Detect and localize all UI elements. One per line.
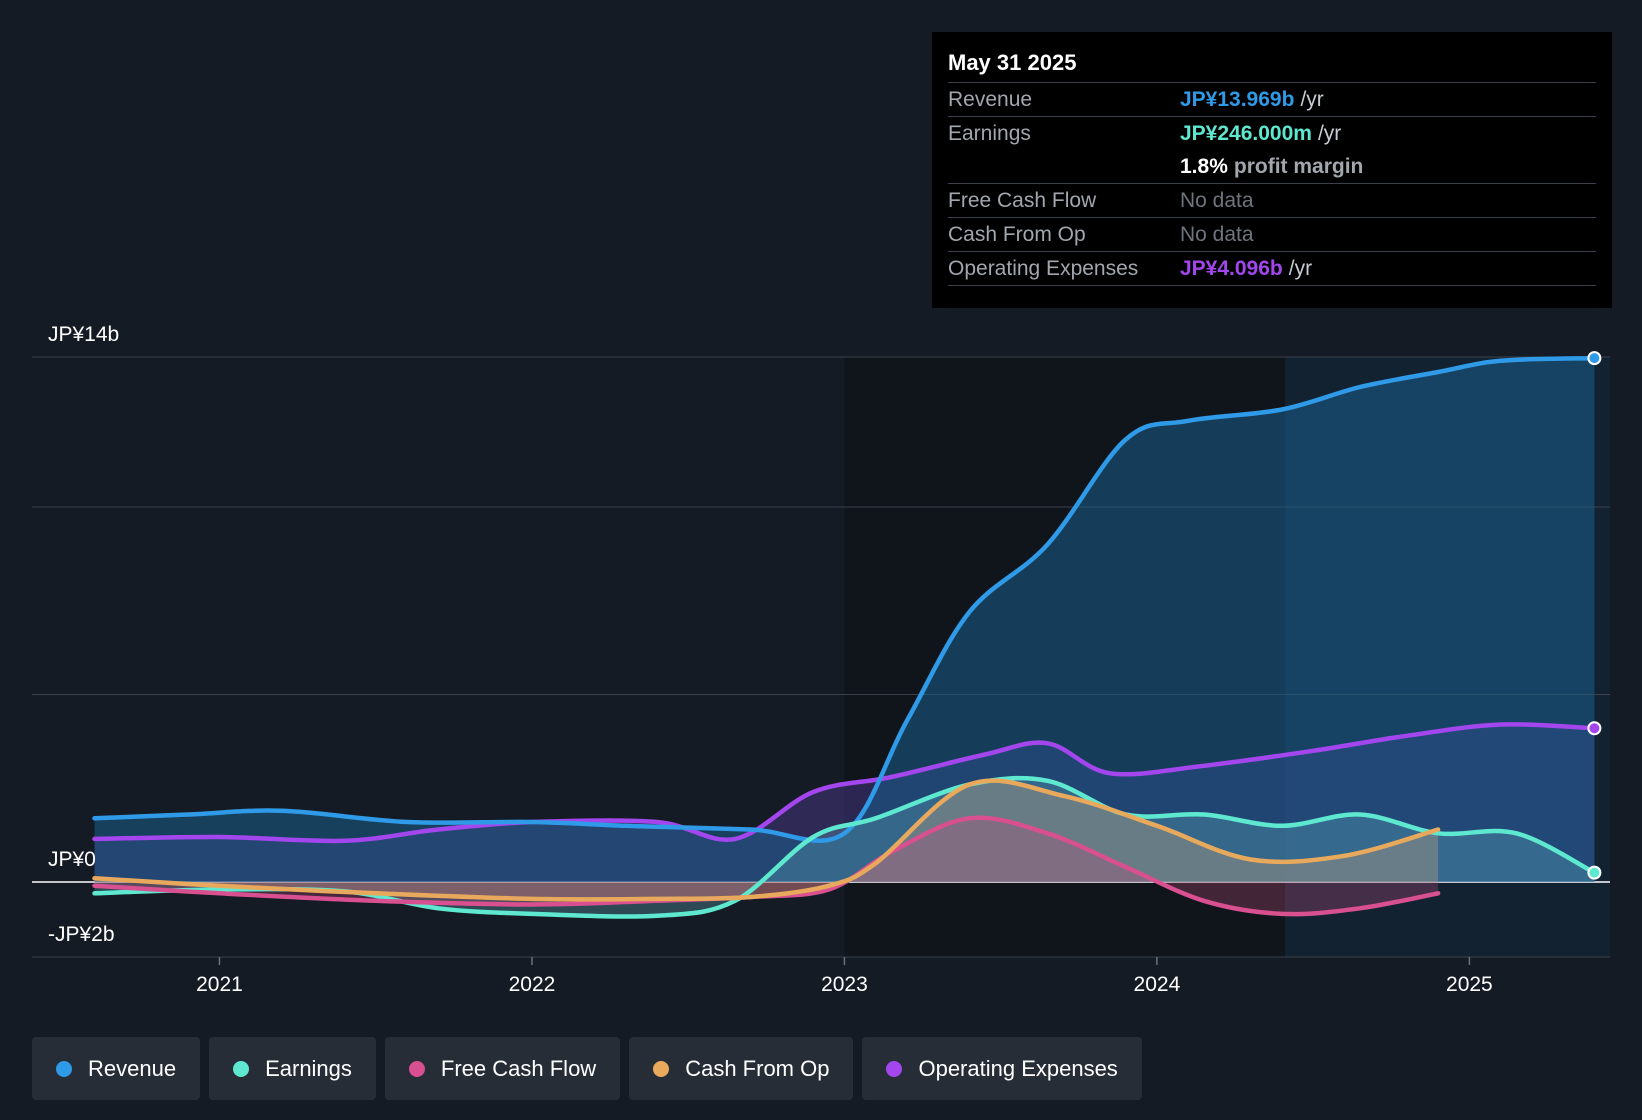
legend-item-earnings[interactable]: Earnings xyxy=(209,1037,376,1100)
tooltip-opex-unit: /yr xyxy=(1288,256,1313,280)
x-tick-label: 2025 xyxy=(1446,973,1493,996)
series-areas xyxy=(94,358,1595,917)
legend: Revenue Earnings Free Cash Flow Cash Fro… xyxy=(32,1037,1142,1100)
tooltip-opex-row: Operating Expenses JP¥4.096b /yr xyxy=(948,252,1596,286)
legend-item-cash-from-op[interactable]: Cash From Op xyxy=(629,1037,854,1100)
tooltip-fcf-label: Free Cash Flow xyxy=(948,188,1097,212)
tooltip-cfo-value: No data xyxy=(1180,222,1254,246)
tooltip-earnings-value: JP¥246.000m xyxy=(1180,121,1312,145)
chart: JP¥14b JP¥0 -JP¥2b 2021 2022 2023 2024 2025 xyxy=(32,323,1610,996)
revenue-end-dot xyxy=(1587,351,1602,366)
tooltip-revenue-unit: /yr xyxy=(1300,87,1324,111)
operating-expenses-dot-icon xyxy=(886,1060,903,1077)
legend-label: Cash From Op xyxy=(685,1055,830,1081)
fcf-area xyxy=(94,817,1439,915)
earnings-end-dot xyxy=(1587,865,1602,880)
tooltip-margin-text: profit margin xyxy=(1233,154,1364,178)
legend-label: Revenue xyxy=(88,1055,177,1081)
tooltip-revenue-label: Revenue xyxy=(948,87,1033,111)
tooltip-fcf-value: No data xyxy=(1180,188,1254,212)
tooltip-revenue-value: JP¥13.969b xyxy=(1180,87,1295,111)
opex-end-dot xyxy=(1587,721,1602,736)
tooltip-earnings-label: Earnings xyxy=(948,121,1031,145)
series-lines xyxy=(92,355,1597,919)
tooltip-cfo-label: Cash From Op xyxy=(948,222,1086,246)
y-axis-label: JP¥0 xyxy=(48,848,96,871)
x-tick-label: 2022 xyxy=(509,973,556,996)
x-tick-label: 2023 xyxy=(821,973,868,996)
tooltip-opex-label: Operating Expenses xyxy=(948,256,1139,280)
tooltip-fcf-row: Free Cash Flow No data xyxy=(948,184,1596,218)
legend-label: Earnings xyxy=(265,1055,352,1081)
earnings-dot-icon xyxy=(233,1060,250,1077)
tooltip-margin-row: 1.8% profit margin xyxy=(948,150,1596,184)
legend-item-operating-expenses[interactable]: Operating Expenses xyxy=(862,1037,1142,1100)
tooltip-earnings-row: Earnings JP¥246.000m /yr xyxy=(948,117,1596,150)
legend-item-free-cash-flow[interactable]: Free Cash Flow xyxy=(384,1037,621,1100)
earnings-area xyxy=(94,778,1595,917)
y-axis-label: JP¥14b xyxy=(48,323,119,346)
tooltip-date: May 31 2025 xyxy=(948,46,1596,83)
tooltip-earnings-unit: /yr xyxy=(1317,121,1342,145)
tooltip-opex-value: JP¥4.096b xyxy=(1180,256,1283,280)
x-tick-label: 2021 xyxy=(196,973,243,996)
y-axis-label: -JP¥2b xyxy=(48,923,115,946)
tooltip: May 31 2025 Revenue JP¥13.969b /yr Earni… xyxy=(932,32,1612,308)
x-axis-ticks: 2021 2022 2023 2024 2025 xyxy=(196,957,1493,996)
series-end-dots xyxy=(1587,351,1602,880)
tooltip-margin-value: 1.8% xyxy=(1180,154,1228,178)
revenue-line xyxy=(92,355,1597,843)
tooltip-revenue-row: Revenue JP¥13.969b /yr xyxy=(948,83,1596,117)
legend-item-revenue[interactable]: Revenue xyxy=(32,1037,201,1100)
x-tick-label: 2024 xyxy=(1134,973,1181,996)
revenue-area xyxy=(94,358,1595,883)
revenue-dot-icon xyxy=(56,1060,72,1077)
legend-label: Free Cash Flow xyxy=(440,1055,597,1081)
cfo-line xyxy=(92,778,1441,902)
tooltip-cfo-row: Cash From Op No data xyxy=(948,218,1596,252)
free-cash-flow-dot-icon xyxy=(408,1060,425,1077)
legend-label: Operating Expenses xyxy=(918,1055,1118,1081)
opex-line xyxy=(92,722,1597,844)
y-axis-labels: JP¥14b JP¥0 -JP¥2b xyxy=(48,323,119,946)
cfo-area xyxy=(94,780,1439,900)
cash-from-op-dot-icon xyxy=(653,1060,670,1077)
